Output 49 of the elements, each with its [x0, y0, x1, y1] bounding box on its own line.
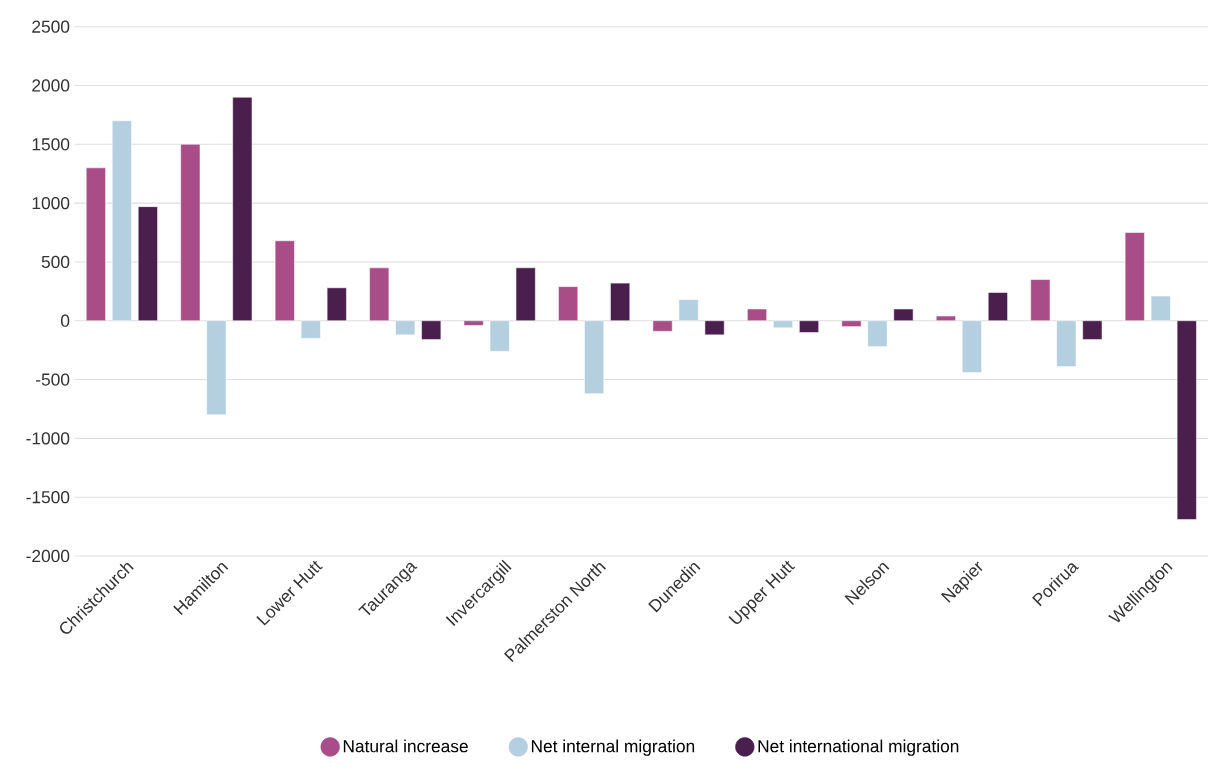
bar — [421, 320, 442, 340]
bar — [747, 308, 767, 322]
bar — [584, 320, 605, 395]
bar — [395, 320, 416, 336]
y-tick-label: 2500 — [32, 20, 70, 33]
bar — [489, 320, 510, 352]
bar — [961, 320, 982, 373]
bar — [111, 120, 132, 322]
bar — [867, 320, 888, 348]
bar — [274, 240, 295, 322]
legend-label: Net internal migration — [531, 739, 695, 756]
bar — [463, 320, 484, 326]
bar — [1030, 279, 1051, 322]
bar — [678, 299, 699, 322]
bar — [1124, 232, 1145, 322]
bar — [326, 287, 347, 322]
y-tick-label: -1000 — [26, 432, 70, 445]
y-tick-label: 2000 — [32, 79, 70, 92]
bar — [652, 320, 673, 332]
y-tick-label: 1000 — [32, 197, 70, 210]
bar — [206, 320, 227, 416]
bar — [1056, 320, 1077, 368]
bar — [841, 320, 862, 328]
y-tick-label: -1500 — [26, 491, 70, 504]
bar — [987, 292, 1008, 322]
legend-label: Natural increase — [343, 739, 468, 753]
bar — [232, 97, 253, 322]
y-tick-label: -500 — [36, 373, 70, 386]
bar — [300, 320, 321, 339]
bar — [773, 320, 793, 329]
bar — [85, 167, 106, 322]
bar — [1082, 320, 1103, 340]
y-tick-label: 0 — [60, 314, 70, 328]
bar — [369, 267, 390, 322]
bar — [935, 315, 956, 322]
bar — [799, 320, 819, 333]
bar — [893, 308, 914, 322]
bar — [704, 320, 725, 336]
y-tick-label: -2000 — [26, 550, 70, 563]
bar — [610, 282, 631, 322]
bar — [515, 267, 536, 322]
bar — [1150, 295, 1171, 322]
bar — [137, 206, 158, 322]
bar — [558, 286, 579, 322]
bar — [180, 144, 201, 322]
legend-label: Net international migration — [758, 739, 959, 756]
bar — [1176, 320, 1197, 520]
y-tick-label: 500 — [41, 255, 70, 269]
y-tick-label: 1500 — [32, 138, 70, 151]
